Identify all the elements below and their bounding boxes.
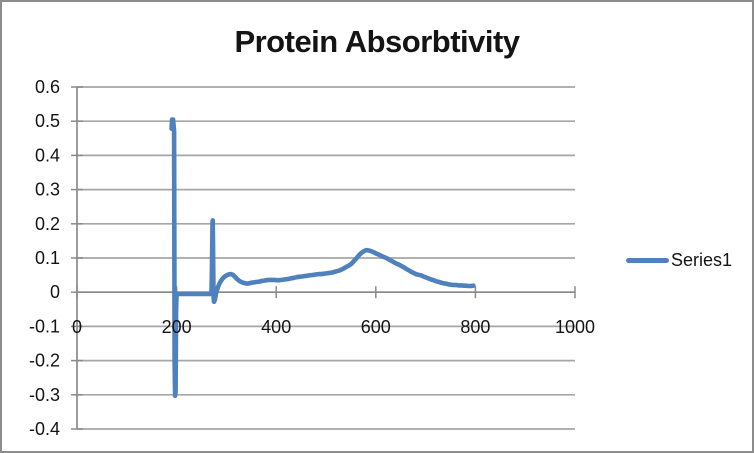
legend-series-label: Series1: [671, 250, 733, 270]
legend-line-sample: [626, 257, 669, 263]
y-tick-label: 0.5: [35, 111, 60, 131]
x-tick-label: 400: [261, 317, 291, 337]
y-tick-label: 0.3: [35, 180, 60, 200]
y-tick-label: 0.6: [35, 77, 60, 97]
series-line[interactable]: [169, 117, 476, 399]
y-tick-label: -0.4: [29, 419, 60, 439]
x-tick-label: 200: [162, 317, 192, 337]
y-tick-label: -0.3: [29, 385, 60, 405]
x-tick-label: 600: [361, 317, 391, 337]
y-tick-label: -0.1: [29, 316, 60, 336]
y-tick-label: 0.4: [35, 145, 60, 165]
x-tick-label: 0: [72, 317, 82, 337]
chart-title[interactable]: Protein Absorbtivity: [234, 24, 520, 59]
x-tick-label: 800: [460, 317, 490, 337]
y-tick-label: 0: [50, 282, 60, 302]
legend[interactable]: Series1: [626, 248, 732, 272]
y-tick-label: 0.1: [35, 248, 60, 268]
y-tick-label: 0.2: [35, 214, 60, 234]
y-tick-label: -0.2: [29, 351, 60, 371]
x-tick-label: 1000: [555, 317, 595, 337]
